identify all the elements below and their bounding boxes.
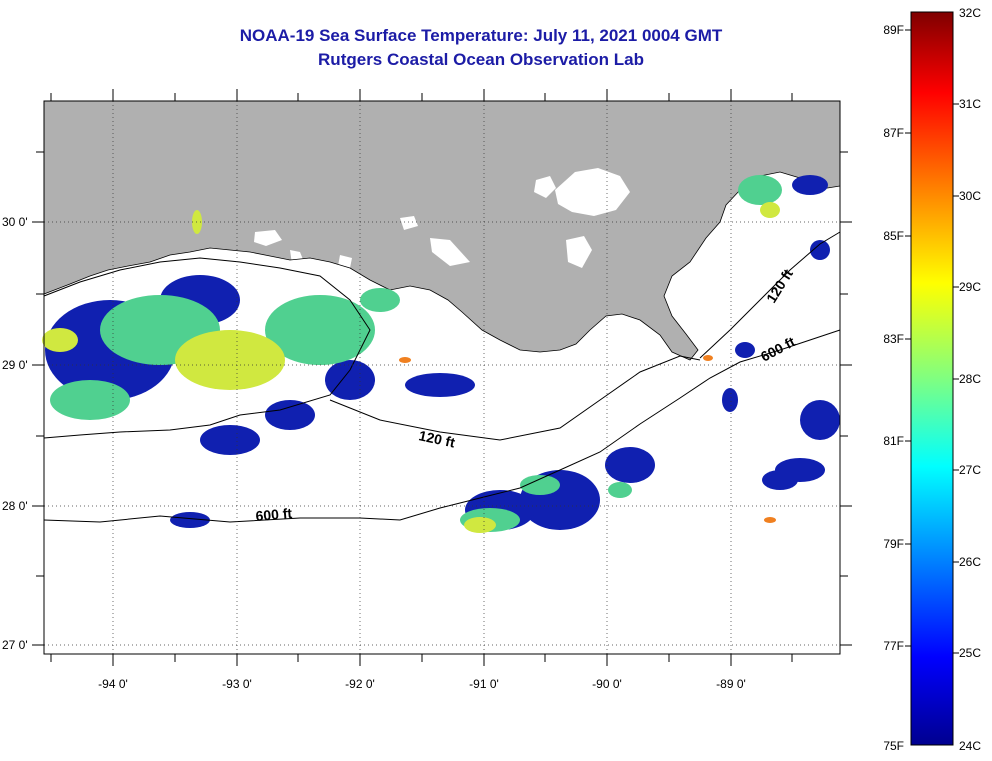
colorbar (910, 11, 954, 746)
colorbar-label-c: 30C (959, 189, 981, 203)
colorbar-label-c: 28C (959, 372, 981, 386)
colorbar-label-f: 87F (883, 126, 904, 140)
lake (338, 255, 352, 268)
axis-ticks (32, 89, 852, 666)
coastline (43, 171, 841, 361)
lake (534, 176, 556, 198)
lat-label-28: 28 0' (2, 499, 28, 513)
colorbar-label-c: 26C (959, 555, 981, 569)
lake (254, 230, 282, 246)
map-frame (43, 100, 841, 655)
lake (400, 216, 418, 230)
colorbar-label-c: 24C (959, 739, 981, 753)
land-mass (44, 101, 840, 360)
contour-120ft-central (329, 355, 701, 441)
contour-label-600ft: 600 ft (255, 505, 293, 524)
sst-green-patches (50, 175, 782, 532)
colorbar-ticks (905, 29, 959, 654)
lon-label-91: -91 0' (469, 677, 499, 691)
lake (566, 236, 592, 268)
colorbar-label-c: 31C (959, 97, 981, 111)
colorbar-label-f: 81F (883, 434, 904, 448)
lat-label-27: 27 0' (2, 638, 28, 652)
lat-label-29: 29 0' (2, 358, 28, 372)
sst-orange-patches (399, 355, 776, 523)
lon-label-94: -94 0' (98, 677, 128, 691)
colorbar-label-c: 27C (959, 463, 981, 477)
contour-120ft-west (43, 257, 371, 439)
lon-label-93: -93 0' (222, 677, 252, 691)
colorbar-label-f: 83F (883, 332, 904, 346)
colorbar-label-c: 32C (959, 6, 981, 20)
colorbar-label-f: 89F (883, 23, 904, 37)
lake (430, 238, 470, 266)
graticule (44, 101, 840, 654)
lon-label-90: -90 0' (592, 677, 622, 691)
lon-label-89: -89 0' (716, 677, 746, 691)
map-title: NOAA-19 Sea Surface Temperature: July 11… (239, 26, 723, 45)
contour-label-120ft: 120 ft (417, 427, 456, 450)
colorbar-label-f: 85F (883, 229, 904, 243)
lon-label-92: -92 0' (345, 677, 375, 691)
lake (555, 168, 630, 216)
lake (290, 250, 304, 264)
colorbar-label-f: 75F (883, 739, 904, 753)
colorbar-label-f: 79F (883, 537, 904, 551)
map-subtitle: Rutgers Coastal Ocean Observation Lab (318, 50, 644, 69)
sst-blue-patches (45, 175, 840, 530)
colorbar-label-f: 77F (883, 639, 904, 653)
contour-600ft (43, 329, 841, 523)
colorbar-label-c: 25C (959, 646, 981, 660)
lat-label-30: 30 0' (2, 215, 28, 229)
colorbar-label-c: 29C (959, 280, 981, 294)
contour-120ft-east (699, 231, 841, 359)
